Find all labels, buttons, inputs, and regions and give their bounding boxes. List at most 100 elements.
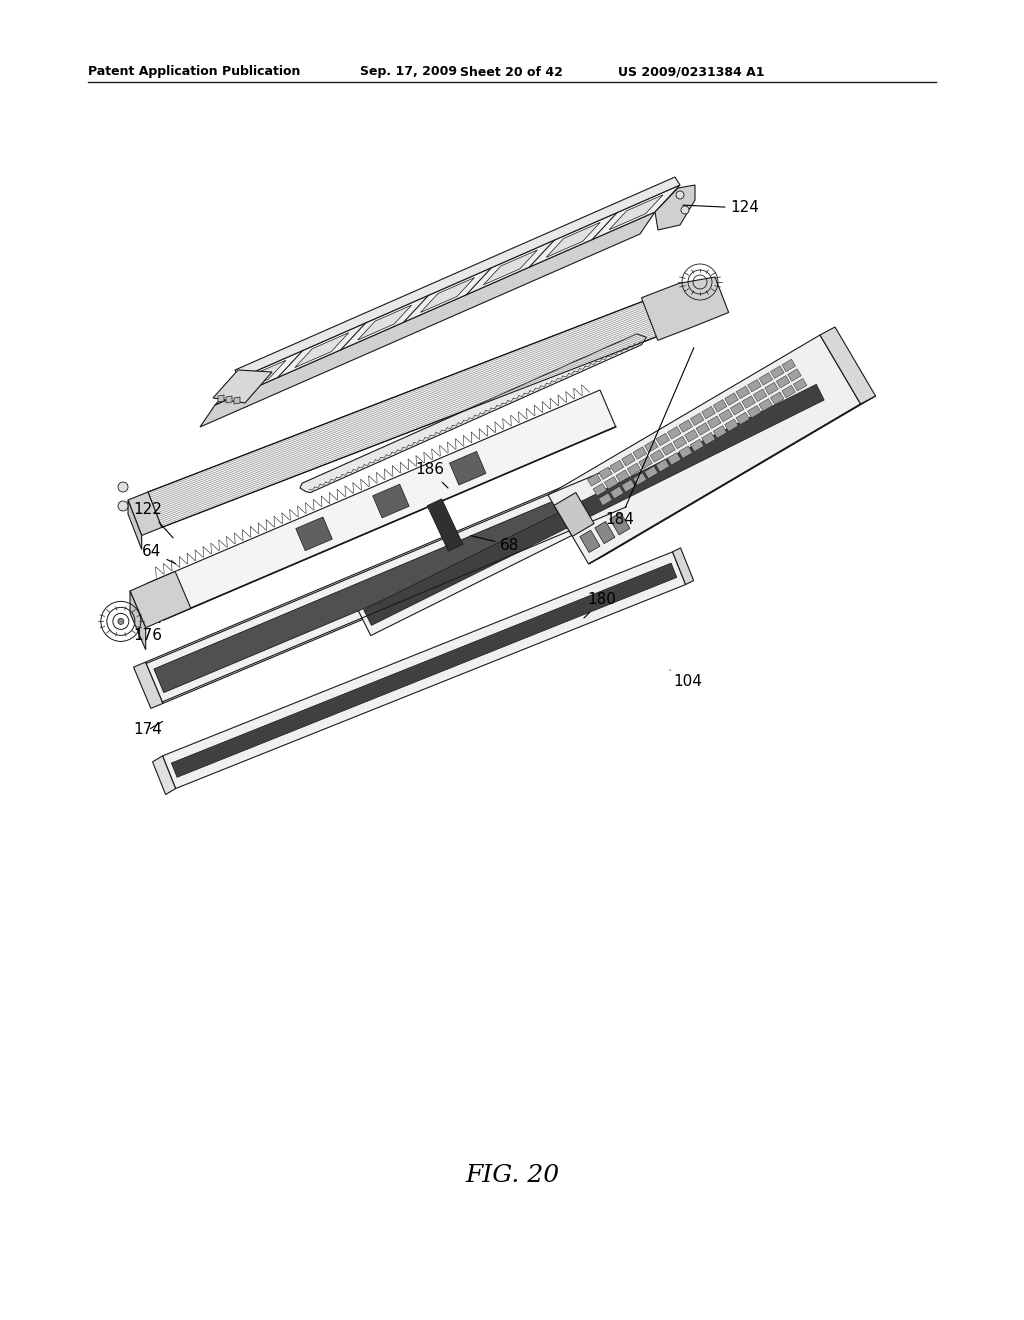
Polygon shape xyxy=(701,433,716,445)
Polygon shape xyxy=(163,552,686,788)
Polygon shape xyxy=(200,213,655,426)
Polygon shape xyxy=(128,500,141,549)
Polygon shape xyxy=(421,277,474,313)
Polygon shape xyxy=(644,466,658,479)
Polygon shape xyxy=(725,393,738,405)
Polygon shape xyxy=(668,453,681,465)
Polygon shape xyxy=(794,379,807,391)
Polygon shape xyxy=(639,457,652,469)
Polygon shape xyxy=(295,333,349,367)
Polygon shape xyxy=(622,479,635,492)
Polygon shape xyxy=(633,446,647,459)
Polygon shape xyxy=(232,360,286,395)
Polygon shape xyxy=(628,463,641,475)
Polygon shape xyxy=(128,492,162,536)
Polygon shape xyxy=(604,477,618,490)
Polygon shape xyxy=(754,389,767,401)
Polygon shape xyxy=(656,459,670,471)
Polygon shape xyxy=(696,422,710,436)
Polygon shape xyxy=(450,451,486,484)
Polygon shape xyxy=(130,591,145,649)
Polygon shape xyxy=(820,327,876,404)
Polygon shape xyxy=(725,418,738,432)
Polygon shape xyxy=(615,470,630,482)
Polygon shape xyxy=(599,494,612,506)
Polygon shape xyxy=(610,486,624,499)
Text: 184: 184 xyxy=(605,347,694,528)
Polygon shape xyxy=(748,405,761,418)
Text: 186: 186 xyxy=(416,462,449,488)
Polygon shape xyxy=(644,440,658,453)
Polygon shape xyxy=(609,195,664,230)
Polygon shape xyxy=(655,185,695,230)
Polygon shape xyxy=(713,425,727,438)
Polygon shape xyxy=(787,368,801,381)
Polygon shape xyxy=(679,446,692,458)
Polygon shape xyxy=(215,185,680,405)
Text: 174: 174 xyxy=(133,722,163,738)
Text: 122: 122 xyxy=(133,503,173,539)
Text: Sep. 17, 2009: Sep. 17, 2009 xyxy=(360,66,457,78)
Polygon shape xyxy=(656,433,670,446)
Text: 176: 176 xyxy=(133,622,163,643)
Polygon shape xyxy=(595,521,615,544)
Polygon shape xyxy=(609,463,635,508)
Polygon shape xyxy=(765,383,778,395)
Polygon shape xyxy=(719,409,732,422)
Polygon shape xyxy=(641,277,729,341)
Polygon shape xyxy=(171,564,677,777)
Text: US 2009/0231384 A1: US 2009/0231384 A1 xyxy=(618,66,765,78)
Circle shape xyxy=(676,191,684,199)
Polygon shape xyxy=(770,392,784,404)
Polygon shape xyxy=(609,512,630,535)
Polygon shape xyxy=(650,450,664,462)
Text: 124: 124 xyxy=(683,201,760,215)
Polygon shape xyxy=(701,407,716,418)
Polygon shape xyxy=(355,374,833,636)
Polygon shape xyxy=(679,420,692,433)
Polygon shape xyxy=(741,396,756,408)
Text: Sheet 20 of 42: Sheet 20 of 42 xyxy=(460,66,563,78)
Polygon shape xyxy=(736,412,750,425)
Polygon shape xyxy=(226,396,232,403)
Polygon shape xyxy=(759,372,773,385)
Polygon shape xyxy=(133,663,163,709)
Polygon shape xyxy=(483,249,538,285)
Polygon shape xyxy=(736,387,750,399)
Polygon shape xyxy=(234,397,240,404)
Polygon shape xyxy=(145,467,627,704)
Polygon shape xyxy=(148,389,615,620)
Polygon shape xyxy=(690,440,703,451)
Circle shape xyxy=(118,618,124,624)
Polygon shape xyxy=(610,461,624,473)
Polygon shape xyxy=(633,473,646,486)
Polygon shape xyxy=(218,395,224,403)
Circle shape xyxy=(118,502,128,511)
Text: 64: 64 xyxy=(142,544,175,564)
Polygon shape xyxy=(782,359,796,372)
Polygon shape xyxy=(782,385,796,397)
Polygon shape xyxy=(668,426,681,440)
Polygon shape xyxy=(714,400,727,412)
Polygon shape xyxy=(748,379,761,392)
Polygon shape xyxy=(300,334,646,492)
Polygon shape xyxy=(427,499,463,550)
Polygon shape xyxy=(364,384,824,626)
Text: FIG. 20: FIG. 20 xyxy=(465,1163,559,1187)
Text: 104: 104 xyxy=(670,671,702,689)
Polygon shape xyxy=(588,474,601,486)
Polygon shape xyxy=(673,548,693,585)
Polygon shape xyxy=(622,454,635,466)
Polygon shape xyxy=(599,467,612,479)
Polygon shape xyxy=(357,305,412,341)
Text: 68: 68 xyxy=(471,536,520,553)
Polygon shape xyxy=(708,416,721,429)
Polygon shape xyxy=(730,403,744,414)
Polygon shape xyxy=(546,222,600,257)
Circle shape xyxy=(681,206,689,214)
Polygon shape xyxy=(690,413,703,425)
Polygon shape xyxy=(548,335,860,564)
Polygon shape xyxy=(296,517,333,550)
Polygon shape xyxy=(554,492,594,536)
Polygon shape xyxy=(776,376,790,388)
